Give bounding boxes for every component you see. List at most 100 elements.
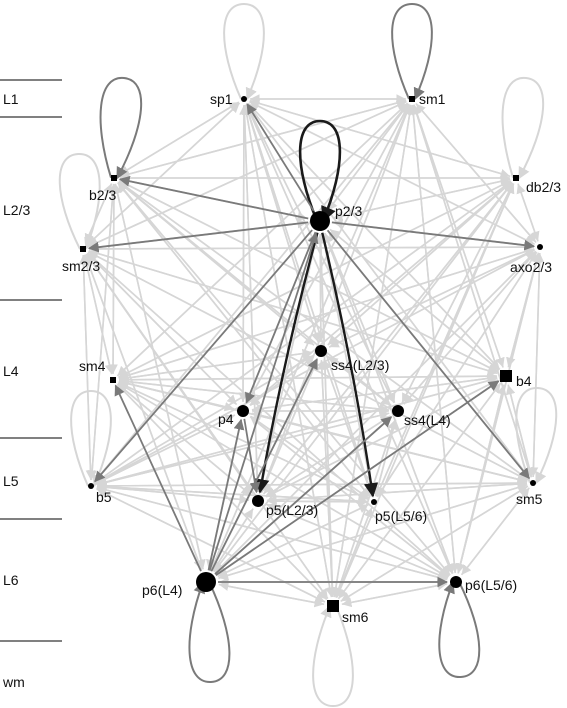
node-b2-3 [111,175,117,181]
node-label-b4: b4 [516,373,532,389]
key-edge-p6-l4-to-b4 [215,380,500,576]
edge-sm6-to-sm2-3 [86,253,329,600]
key-edge-p2-3-to-p5-l5-6 [321,232,379,498]
node-sm4 [110,377,116,383]
node-sm1 [409,96,415,102]
key-edge-p2-3-to-p5-l2-3 [255,232,319,494]
edge-p6-l4-to-db2-3 [213,182,513,573]
node-label-p5-l2-3: p5(L2/3) [266,502,318,518]
edge-b4-to-p2-3 [330,229,500,371]
node-b4 [500,370,512,382]
edge-ss4-l2-3-to-db2-3 [327,182,512,346]
node-label-sm6: sm6 [342,609,369,625]
self-loop-b2-3 [99,76,143,180]
node-label-ss4-l2-3: ss4(L2/3) [331,357,389,373]
edge-ss4-l4-to-axo2-3 [403,251,537,405]
key-edge-p2-3-to-b2-3 [118,175,309,220]
edge-b5-to-ss4-l2-3 [95,355,314,484]
edge-sm6-to-p6-l5-6 [341,580,448,606]
node-db2-3 [513,175,519,181]
edge-p6-l4-to-sm2-3 [83,254,203,571]
edge-p4-to-sp1 [239,105,249,403]
self-loop-b5 [70,389,112,488]
edge-p6-l5-6-to-sm5 [460,487,530,576]
edge-p6-l4-to-axo2-3 [214,251,536,574]
key-edge-p2-3-to-b5 [94,229,313,483]
edge-sm6-to-p2-3 [315,234,334,598]
edge-sm4-to-sm1 [116,103,408,377]
node-p6-l4 [196,572,216,592]
self-loop-sm2-3 [58,152,101,250]
node-label-axo2-3: axo2/3 [510,259,552,275]
self-loop-sp1 [223,2,265,101]
node-label-p2-3: p2/3 [335,203,362,219]
node-label-ss4-l4: ss4(L4) [404,412,451,428]
edge-sm5-to-sp1 [247,103,531,479]
edge-b4-to-b2-3 [119,180,499,373]
edge-sm6-to-db2-3 [335,183,515,599]
edge-p6-l5-6-to-p5-l2-3 [266,503,448,580]
node-sm6 [327,600,339,612]
node-label-b2-3: b2/3 [89,187,116,203]
edge-axo2-3-to-sm1 [415,103,537,243]
layer-label-l5: L5 [3,473,19,489]
node-label-sm2-3: sm2/3 [62,258,100,274]
edge-b4-to-sm2-3 [88,248,498,375]
edge-b5-to-b2-3 [90,184,118,481]
edge-b4-to-sp1 [248,103,501,371]
key-edge-p6-l4-to-p4 [207,418,245,571]
layer-boundaries [0,79,62,642]
edge-p5-l2-3-to-b4 [265,379,498,498]
edge-sm5-to-sm1 [412,104,532,478]
node-label-sp1: sp1 [210,91,233,107]
edge-sm6-to-sm4 [117,384,328,601]
edge-p6-l5-6-to-sp1 [245,104,454,575]
key-edge-p2-3-to-p4 [245,231,317,404]
node-label-sm1: sm1 [419,91,446,107]
layer-label-l6: L6 [3,572,19,588]
edge-db2-3-to-sp1 [249,98,511,178]
edge-sm6-to-p6-l4 [218,581,325,606]
edge-p5-l2-3-to-sm5 [266,479,527,502]
node-sp1 [241,96,247,102]
background-edges [78,94,545,608]
edge-b5-to-p4 [96,414,235,485]
edge-sm5-to-axo2-3 [532,253,545,478]
node-ss4-l4 [392,405,404,417]
node-label-p6-l4: p6(L4) [142,582,182,598]
node-label-db2-3: db2/3 [526,179,561,195]
node-axo2-3 [537,244,543,250]
node-p6-l5-6 [450,576,462,588]
edge-sm4-to-ss4-l2-3 [118,348,313,380]
edge-p6-l4-to-p5-l2-3 [212,508,254,572]
node-sm5 [530,480,536,486]
edge-p6-l5-6-to-b4 [457,384,507,574]
layer-labels: L1 L2/3 L4 L5 L6 wm [2,91,30,690]
node-label-b5: b5 [96,489,112,505]
edge-p6-l4-to-sm1 [210,104,411,571]
layer-label-l4: L4 [3,363,19,379]
edge-p6-l5-6-to-sm2-3 [87,253,450,577]
edge-p6-l5-6-to-b5 [96,485,448,581]
edge-p5-l5-6-to-sp1 [244,104,373,497]
nodes [80,96,543,612]
node-label-sm4: sm4 [79,358,106,374]
edge-p2-3-to-sm1 [327,103,409,212]
edge-b5-to-ss4-l4 [96,410,390,486]
edge-b2-3-to-sm1 [119,98,407,178]
edge-p5-l2-3-to-sm4 [117,383,252,496]
key-edge-p6-l4-to-p2-3 [208,232,319,571]
self-loop-p2-3 [298,119,342,223]
node-label-p5-l5-6: p5(L5/6) [375,508,427,524]
edge-sm4-to-axo2-3 [118,247,535,379]
node-p5-l2-3 [252,495,264,507]
edge-sm6-to-b4 [337,383,501,600]
edge-sm2-3-to-sp1 [86,103,240,246]
key-edge-p4-to-p5-l2-3 [243,418,261,494]
edge-axo2-3-to-sp1 [249,101,535,246]
edge-sm6-to-b5 [96,488,326,603]
edge-sm5-to-b4 [505,384,533,478]
node-b5 [88,483,94,489]
edge-p5-l5-6-to-axo2-3 [376,252,537,498]
